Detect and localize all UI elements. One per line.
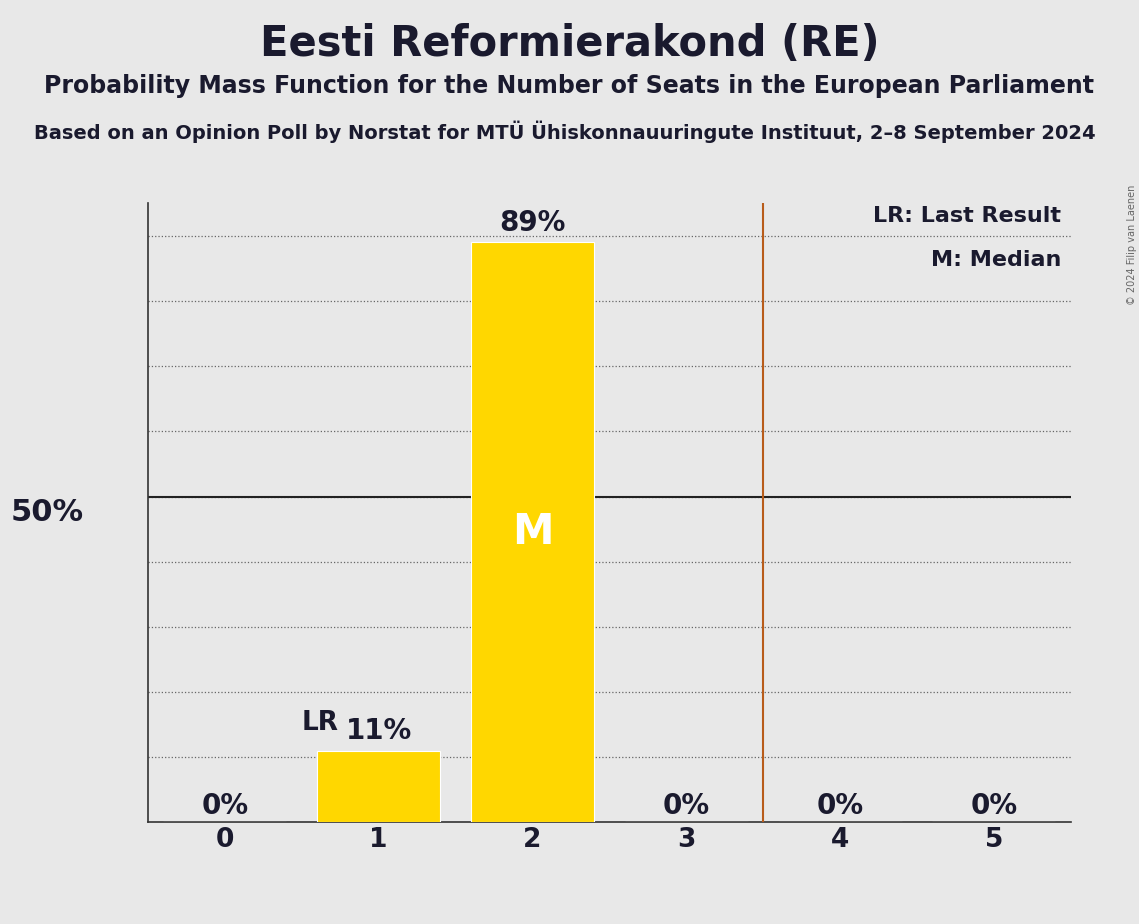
- Text: M: Median: M: Median: [931, 249, 1062, 270]
- Bar: [317, 750, 440, 822]
- Text: Based on an Opinion Poll by Norstat for MTÜ Ühiskonnauuringute Instituut, 2–8 Se: Based on an Opinion Poll by Norstat for …: [34, 120, 1096, 142]
- Text: 89%: 89%: [499, 209, 566, 237]
- Text: 50%: 50%: [10, 498, 83, 528]
- Text: 11%: 11%: [345, 717, 412, 746]
- Text: 0%: 0%: [817, 792, 863, 820]
- Bar: [472, 242, 595, 822]
- Text: LR: Last Result: LR: Last Result: [874, 206, 1062, 226]
- Text: 0%: 0%: [663, 792, 710, 820]
- Text: 0%: 0%: [970, 792, 1017, 820]
- Text: 0%: 0%: [202, 792, 248, 820]
- Text: LR: LR: [302, 711, 338, 736]
- Text: Eesti Reformierakond (RE): Eesti Reformierakond (RE): [260, 23, 879, 65]
- Text: Probability Mass Function for the Number of Seats in the European Parliament: Probability Mass Function for the Number…: [44, 74, 1095, 98]
- Text: © 2024 Filip van Laenen: © 2024 Filip van Laenen: [1126, 185, 1137, 305]
- Text: M: M: [511, 511, 554, 553]
